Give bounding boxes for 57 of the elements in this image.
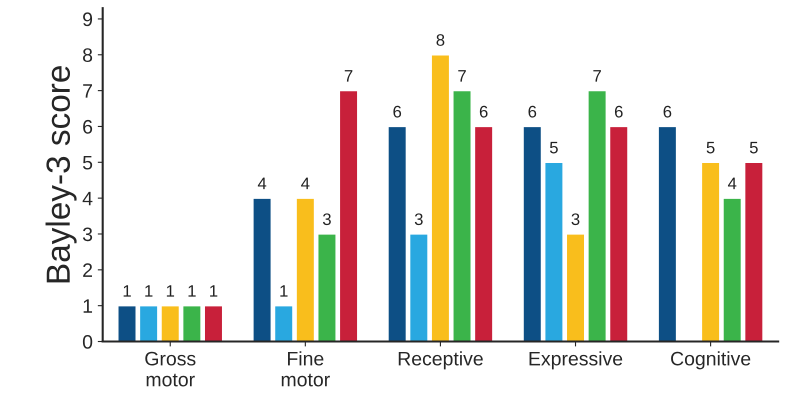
- y-tick-label: 9: [83, 12, 92, 26]
- data-label: 6: [664, 106, 672, 118]
- data-label: 6: [480, 106, 488, 118]
- data-label: 7: [458, 70, 466, 82]
- x-tick-label: Gross motor: [145, 352, 196, 386]
- data-label: 6: [393, 106, 402, 118]
- bar: [522, 126, 542, 342]
- data-label: 3: [414, 213, 423, 226]
- bar: [474, 126, 494, 342]
- y-tick-label: 5: [82, 156, 92, 170]
- data-label: 5: [750, 142, 758, 154]
- data-label: 1: [124, 285, 131, 297]
- bar: [387, 126, 408, 342]
- data-label: 1: [145, 285, 152, 297]
- data-label: 1: [280, 285, 288, 297]
- data-label: 7: [593, 70, 601, 82]
- y-tick-label: 3: [82, 227, 92, 242]
- bar: [408, 233, 429, 342]
- bar: [657, 126, 678, 342]
- data-label: 5: [550, 142, 558, 154]
- data-label: 4: [258, 178, 266, 190]
- y-tick-label: 2: [83, 263, 92, 277]
- y-tick-label: 6: [83, 120, 92, 134]
- x-tick-label: Cognitive: [671, 351, 750, 370]
- y-axis-title: Bayley-3 score: [46, 66, 77, 282]
- x-tick-label: Fine motor: [282, 351, 330, 386]
- data-label: 1: [188, 285, 196, 297]
- data-label: 3: [322, 213, 331, 226]
- data-label: 1: [166, 285, 174, 297]
- x-tick-label: Receptive: [398, 351, 483, 370]
- bar: [252, 197, 272, 342]
- bar: [722, 197, 742, 342]
- bar: [700, 162, 720, 342]
- y-tick-label: 0: [82, 334, 92, 349]
- bar: [160, 304, 180, 342]
- bar: [182, 304, 202, 342]
- data-label: 7: [344, 70, 352, 82]
- data-label: 3: [572, 213, 580, 226]
- y-tick-label: 1: [84, 299, 92, 313]
- bar: [744, 162, 764, 342]
- y-tick-label: 8: [83, 48, 92, 62]
- bar: [274, 304, 294, 342]
- data-label: 6: [614, 106, 623, 118]
- data-label: 8: [436, 34, 444, 46]
- y-tick-label: 4: [82, 192, 92, 206]
- y-tick-label: 7: [83, 84, 92, 98]
- data-label: 5: [706, 142, 715, 154]
- bar: [295, 197, 316, 342]
- data-label: 6: [528, 106, 536, 118]
- bar: [204, 304, 224, 342]
- data-label: 4: [728, 178, 736, 190]
- bar: [608, 126, 629, 342]
- bar: [117, 304, 137, 342]
- data-label: 1: [210, 285, 218, 297]
- x-tick-label: Expressive: [530, 351, 622, 370]
- data-label: 4: [301, 178, 310, 190]
- bar: [138, 304, 159, 342]
